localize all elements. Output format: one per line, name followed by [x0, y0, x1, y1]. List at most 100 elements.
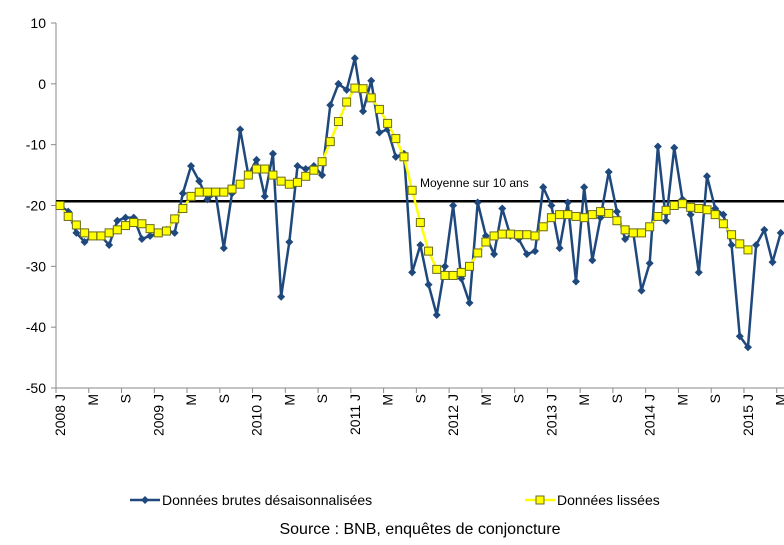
data-point [481, 237, 491, 247]
data-point [276, 176, 286, 186]
data-point [301, 171, 311, 181]
data-point [661, 205, 671, 215]
y-tick-label: 0 [38, 76, 46, 92]
x-tick-label: M [576, 394, 592, 406]
data-point [375, 128, 384, 137]
data-point [514, 230, 524, 240]
y-tick-label: -30 [26, 258, 46, 274]
data-point [669, 201, 679, 210]
data-point [399, 152, 409, 162]
data-point [170, 214, 180, 224]
data-point [227, 184, 237, 194]
data-point [768, 258, 777, 267]
data-point [743, 343, 752, 352]
legend-marker [535, 495, 545, 505]
x-tick-label: M [380, 394, 396, 406]
data-point [448, 270, 458, 280]
data-point [449, 201, 458, 210]
data-point [702, 205, 712, 215]
data-point [366, 93, 376, 103]
data-point [236, 125, 245, 134]
data-point [555, 244, 564, 253]
data-point [531, 247, 540, 256]
data-point [342, 97, 352, 107]
data-point [719, 210, 728, 219]
data-point [309, 165, 319, 175]
data-point [186, 191, 196, 201]
data-point [547, 201, 556, 210]
x-tick-label: 2014 J [642, 394, 658, 436]
legend-label: Données brutes désaisonnalisées [162, 492, 372, 508]
data-point [555, 210, 565, 220]
x-tick-label: 2015 J [740, 394, 756, 436]
data-point [178, 189, 187, 198]
data-point [284, 179, 294, 189]
data-point [620, 225, 630, 235]
data-point [718, 219, 728, 229]
data-point [194, 187, 204, 197]
data-point [235, 179, 245, 189]
data-point [703, 172, 712, 181]
x-tick-label: 2009 J [150, 394, 166, 436]
data-point [670, 143, 679, 152]
data-point [735, 332, 744, 341]
data-point [677, 199, 687, 209]
data-point [588, 256, 597, 265]
data-point [326, 101, 335, 110]
legend-label: Données lissées [557, 492, 660, 508]
data-point [727, 241, 736, 250]
data-point [325, 137, 335, 147]
data-point [522, 250, 531, 259]
data-point [408, 268, 417, 277]
data-point [407, 185, 417, 195]
data-point [391, 134, 401, 144]
x-tick-label: 2011 J [347, 394, 363, 435]
data-point [367, 76, 376, 85]
data-point [596, 207, 606, 217]
data-point [628, 228, 638, 238]
data-point [178, 204, 188, 214]
data-point [211, 187, 221, 197]
data-point [743, 245, 753, 255]
x-tick-label: M [773, 394, 784, 406]
data-point [546, 213, 556, 223]
data-point [252, 155, 261, 164]
data-point [694, 204, 704, 214]
data-point [727, 230, 737, 240]
data-point [563, 210, 573, 220]
data-point [121, 213, 130, 222]
x-tick-label: 2013 J [543, 394, 559, 436]
data-point [243, 170, 253, 180]
data-point [604, 168, 613, 177]
data-point [498, 204, 507, 213]
data-point [342, 85, 351, 94]
data-point [268, 170, 278, 180]
data-point [505, 229, 515, 239]
data-point [170, 228, 179, 237]
data-point [72, 228, 81, 237]
data-point [686, 210, 695, 219]
data-point [432, 311, 441, 319]
data-point [621, 234, 630, 243]
source: Source : BNB, enquêtes de conjoncture [279, 521, 560, 538]
data-point [489, 231, 499, 241]
data-point [260, 164, 270, 174]
data-point [473, 198, 482, 207]
data-point [662, 216, 671, 225]
x-tick-label: S [511, 394, 527, 403]
annotation: Moyenne sur 10 ans [420, 176, 529, 190]
data-point [391, 152, 400, 161]
data-point [424, 280, 433, 289]
data-point [636, 228, 646, 238]
data-point [415, 218, 425, 228]
data-point [587, 210, 597, 220]
data-point [490, 250, 499, 259]
data-point [424, 246, 434, 256]
data-point [456, 267, 466, 277]
data-point [735, 239, 745, 249]
data-point [350, 83, 360, 93]
data-point [187, 161, 196, 170]
x-tick-label: M [478, 394, 494, 406]
data-point [63, 211, 73, 221]
